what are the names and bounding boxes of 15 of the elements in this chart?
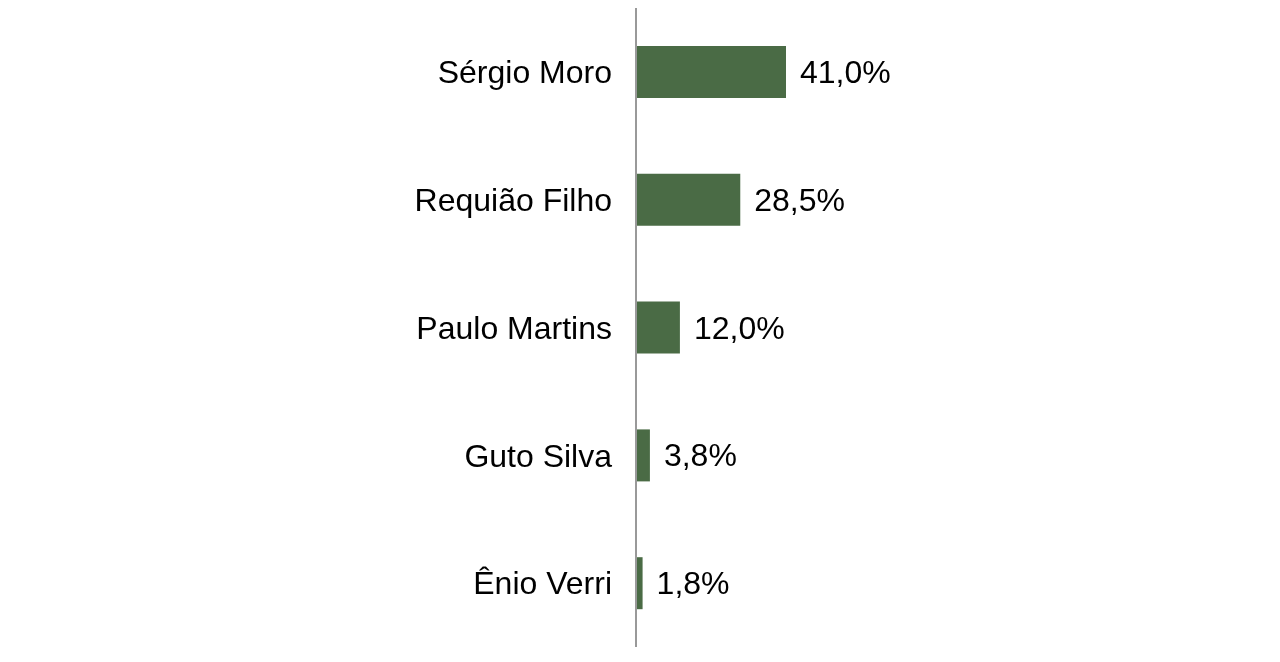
data-label: 12,0% [693, 309, 785, 346]
bar [636, 46, 786, 98]
y-tick-label: Paulo Martins [416, 309, 612, 346]
data-label: 1,8% [656, 565, 730, 602]
y-tick-label: Sérgio Moro [437, 54, 612, 91]
bar [636, 557, 643, 610]
data-label: 28,5% [754, 181, 845, 218]
y-tick-label: Ênio Verri [473, 565, 612, 602]
bar [636, 429, 650, 482]
bar [636, 301, 680, 354]
bar [636, 173, 741, 226]
data-label: 41,0% [800, 54, 891, 90]
data-label: 3,8% [663, 437, 737, 474]
y-tick-label: Requião Filho [414, 182, 612, 219]
y-tick-label: Guto Silva [464, 437, 613, 474]
